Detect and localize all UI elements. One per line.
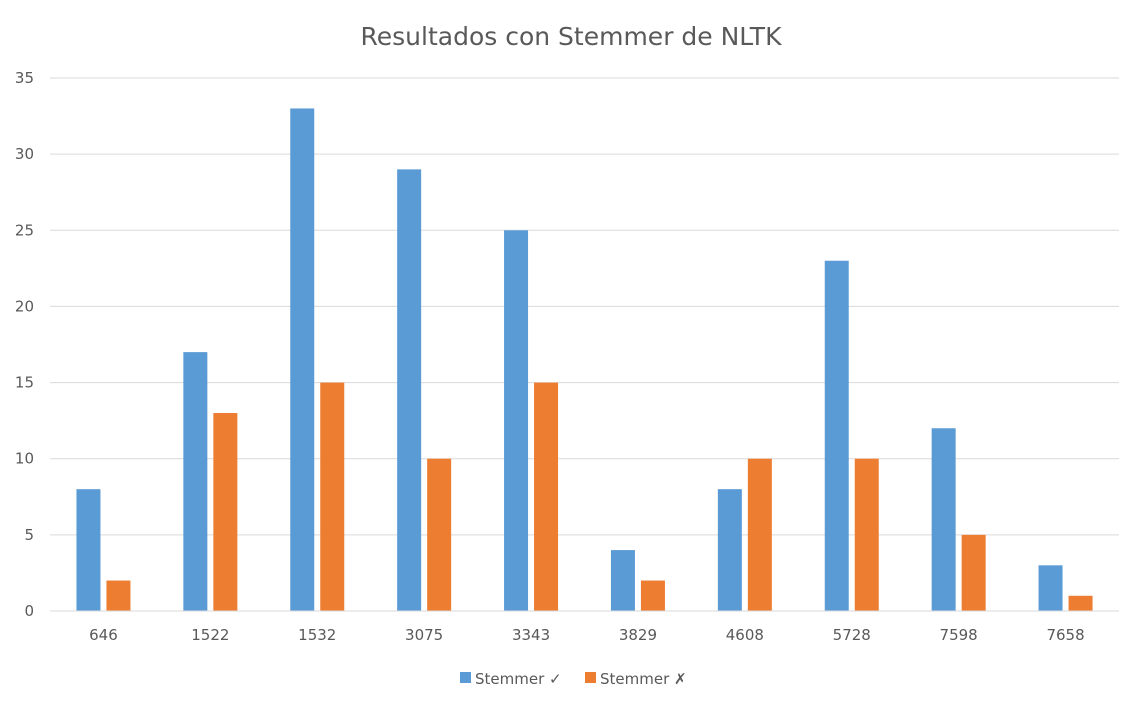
bar-stemmer-cross — [854, 458, 879, 611]
bar-stemmer-cross — [213, 413, 238, 611]
chart-title: Resultados con Stemmer de NLTK — [361, 22, 783, 51]
x-tick-label: 1532 — [298, 626, 336, 644]
bar-stemmer-check — [1038, 565, 1063, 611]
y-tick-label: 30 — [15, 145, 34, 163]
bar-stemmer-check — [183, 352, 208, 611]
y-tick-label: 35 — [15, 69, 34, 87]
y-tick-label: 20 — [15, 297, 34, 315]
x-tick-label: 7658 — [1046, 626, 1084, 644]
x-tick-label: 3075 — [405, 626, 443, 644]
bar-stemmer-cross — [1068, 595, 1093, 611]
x-tick-label: 7598 — [940, 626, 978, 644]
legend-label-stemmer-cross: Stemmer ✗ — [600, 670, 687, 688]
bar-stemmer-cross — [320, 382, 345, 611]
legend-swatch-stemmer-check — [460, 672, 471, 683]
legend: Stemmer ✓ Stemmer ✗ — [460, 670, 687, 688]
bar-stemmer-cross — [747, 458, 772, 611]
bar-stemmer-check — [504, 230, 529, 612]
bar-stemmer-cross — [640, 580, 665, 611]
x-tick-label: 3343 — [512, 626, 550, 644]
bars — [76, 108, 1093, 612]
x-tick-label: 5728 — [833, 626, 871, 644]
bar-stemmer-check — [824, 260, 849, 611]
bar-stemmer-cross — [534, 382, 559, 611]
y-axis-ticks: 0 5 10 15 20 25 30 35 — [15, 69, 34, 620]
bar-stemmer-check — [76, 489, 101, 611]
legend-swatch-stemmer-cross — [585, 672, 596, 683]
bar-stemmer-check — [610, 550, 635, 611]
bar-stemmer-check — [931, 428, 956, 611]
x-tick-label: 4608 — [726, 626, 764, 644]
x-tick-label: 646 — [89, 626, 118, 644]
bar-stemmer-check — [397, 169, 422, 611]
y-tick-label: 5 — [24, 526, 34, 544]
x-tick-label: 3829 — [619, 626, 657, 644]
y-tick-label: 25 — [15, 221, 34, 239]
bar-stemmer-check — [717, 489, 742, 611]
bar-stemmer-cross — [427, 458, 452, 611]
bar-stemmer-cross — [961, 534, 986, 611]
y-tick-label: 15 — [15, 374, 34, 392]
x-axis-ticks: 646 1522 1532 3075 3343 3829 4608 5728 7598 7658 — [89, 626, 1085, 644]
x-tick-label: 1522 — [191, 626, 229, 644]
y-tick-label: 10 — [15, 450, 34, 468]
gridlines — [50, 77, 1119, 536]
bar-stemmer-check — [290, 108, 315, 611]
y-tick-label: 0 — [24, 602, 34, 620]
bar-stemmer-cross — [106, 580, 131, 611]
legend-label-stemmer-check: Stemmer ✓ — [475, 670, 562, 688]
